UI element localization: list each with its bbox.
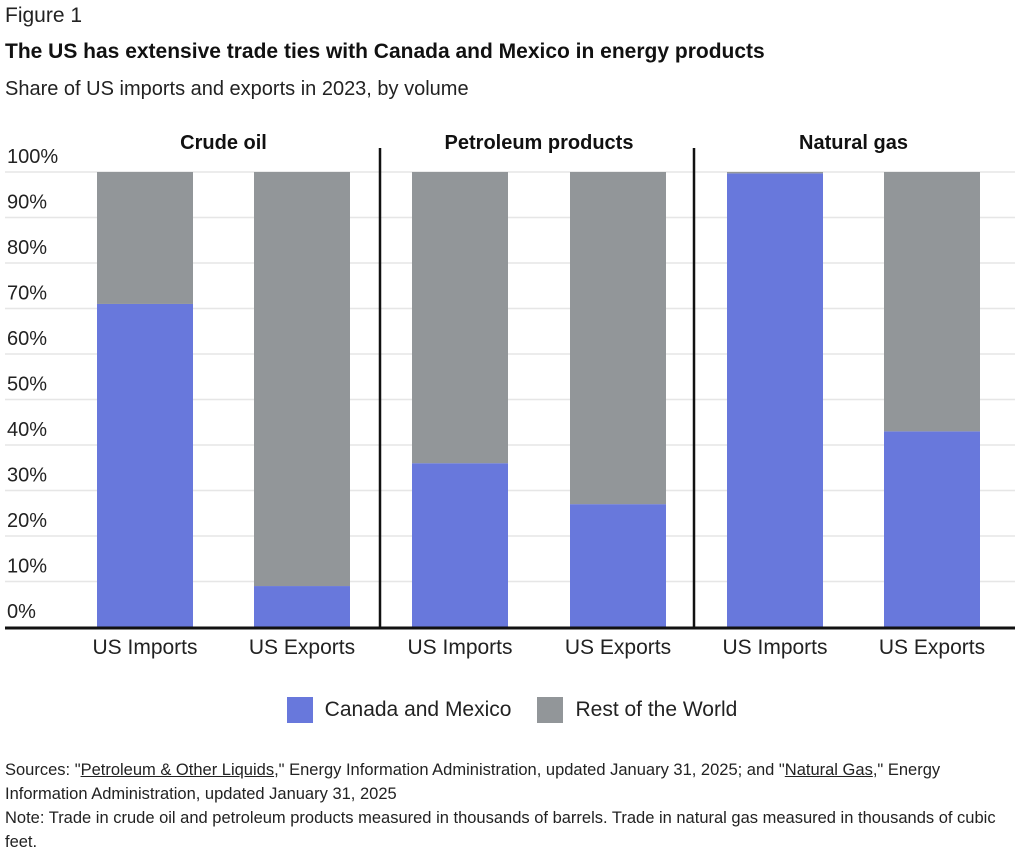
x-tick-label: US Exports: [565, 636, 671, 659]
bar-segment: [570, 172, 666, 505]
y-tick-label: 0%: [7, 601, 36, 623]
bar-segment: [254, 172, 350, 587]
y-tick-label: 90%: [7, 192, 47, 214]
legend-label: Rest of the World: [575, 698, 738, 721]
sources-text: Sources: ": [5, 761, 81, 779]
y-tick-label: 10%: [7, 556, 47, 578]
y-tick-label: 100%: [7, 146, 58, 168]
y-tick-label: 60%: [7, 328, 47, 350]
bar-segment: [412, 172, 508, 464]
bar-segment: [570, 504, 666, 627]
bar-segment: [97, 303, 193, 627]
legend: Canada and Mexico Rest of the World: [0, 697, 1024, 723]
panel-title: Crude oil: [180, 132, 267, 154]
y-tick-label: 40%: [7, 419, 47, 441]
panel-title: Natural gas: [799, 132, 908, 154]
sources: Sources: "Petroleum & Other Liquids," En…: [5, 758, 1015, 806]
bar-segment: [727, 173, 823, 628]
bar-segment: [254, 586, 350, 627]
x-tick-label: US Imports: [722, 636, 827, 659]
bar-segment: [97, 172, 193, 304]
legend-label: Canada and Mexico: [324, 698, 512, 721]
x-tick-label: US Imports: [407, 636, 512, 659]
legend-swatch: [537, 697, 564, 723]
figure-label: Figure 1: [5, 4, 83, 27]
x-tick-label: US Exports: [249, 636, 355, 659]
y-tick-label: 20%: [7, 510, 47, 532]
bar-segment: [884, 172, 980, 432]
y-tick-label: 70%: [7, 283, 47, 305]
panel-title: Petroleum products: [445, 132, 634, 154]
legend-swatch: [286, 697, 313, 723]
bar-segment: [412, 463, 508, 627]
bar-segment: [884, 431, 980, 627]
legend-item-canada-mexico: Canada and Mexico: [286, 697, 512, 723]
legend-item-rest-of-world: Rest of the World: [537, 697, 737, 723]
y-tick-label: 30%: [7, 465, 47, 487]
y-tick-label: 80%: [7, 237, 47, 259]
chart-plot: 0% 10% 20% 30% 40% 50% 60% 70% 80% 90% 100% Crude o…: [5, 132, 1015, 659]
chart-subtitle: Share of US imports and exports in 2023,…: [5, 78, 469, 100]
note: Note: Trade in crude oil and petroleum p…: [5, 809, 996, 851]
bar-segment: [727, 172, 823, 174]
source-link-petroleum[interactable]: Petroleum & Other Liquids: [80, 761, 275, 779]
chart-title: The US has extensive trade ties with Can…: [5, 40, 765, 63]
footnotes: Sources: "Petroleum & Other Liquids," En…: [5, 758, 1015, 854]
y-tick-label: 50%: [7, 374, 47, 396]
x-tick-label: US Exports: [879, 636, 985, 659]
sources-text: ," Energy Information Administration, up…: [274, 761, 785, 779]
source-link-natural-gas[interactable]: Natural Gas: [784, 761, 873, 779]
sources-text: ," Energy Information Administration, up…: [5, 761, 941, 803]
x-tick-label: US Imports: [92, 636, 197, 659]
